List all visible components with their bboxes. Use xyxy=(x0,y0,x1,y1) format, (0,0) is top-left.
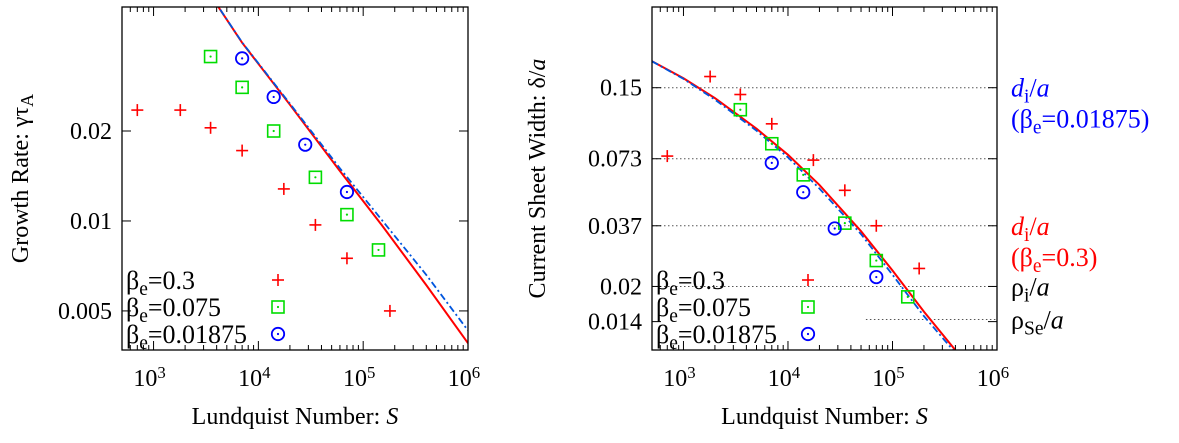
y-tick-label: 0.014 xyxy=(588,310,642,336)
data-point xyxy=(371,243,386,257)
series-1 xyxy=(131,104,396,317)
legend-label-1: βe=0.3 xyxy=(656,266,725,300)
data-point xyxy=(309,218,322,231)
data-point xyxy=(838,184,851,197)
x-axis-label: Lundquist Number: S xyxy=(721,404,928,430)
reference-label-0: di/a xyxy=(1011,74,1050,108)
x-tick-label: 103 xyxy=(663,363,695,392)
legend-label-1: βe=0.3 xyxy=(126,266,195,300)
data-point xyxy=(383,304,396,317)
data-point xyxy=(796,185,811,200)
x-tick-label: 105 xyxy=(343,363,375,392)
data-point xyxy=(733,102,748,117)
data-point xyxy=(827,221,842,236)
series-3 xyxy=(764,155,884,285)
data-point xyxy=(900,290,915,304)
series-2 xyxy=(733,102,915,304)
data-point xyxy=(204,121,217,134)
legend-marker-3 xyxy=(270,326,286,342)
fit-line-dash-dot xyxy=(652,60,955,350)
reference-note-2: (βe=0.3) xyxy=(1011,243,1097,277)
data-point xyxy=(235,80,249,95)
series-3 xyxy=(235,51,355,200)
x-tick-label: 103 xyxy=(133,363,165,392)
y-tick-label: 0.02 xyxy=(600,274,642,300)
reference-label-3: ρi/a xyxy=(1011,272,1050,306)
data-point xyxy=(807,154,820,167)
data-point xyxy=(764,155,779,170)
data-point xyxy=(236,144,249,157)
current-sheet-width-chart: 103 104 105 106 0.014 0.02 0.037 0.073 0.15 βe=0.… xyxy=(525,6,1149,430)
data-point xyxy=(734,88,747,101)
y-tick-label: 0.005 xyxy=(58,299,112,325)
data-point xyxy=(764,136,779,151)
x-tick-label: 106 xyxy=(448,363,480,392)
reference-note-0: (βe=0.01875) xyxy=(1011,105,1149,139)
data-point xyxy=(298,137,313,152)
y-tick-label: 0.15 xyxy=(600,76,642,102)
data-point xyxy=(340,207,354,222)
fit-line-solid xyxy=(217,7,468,344)
legend-label-3: βe=0.01875 xyxy=(126,320,247,354)
data-point xyxy=(277,182,290,195)
data-point xyxy=(131,104,144,117)
x-axis-label: Lundquist Number: S xyxy=(192,404,399,430)
legend-marker-3 xyxy=(800,326,816,342)
data-point xyxy=(266,124,281,138)
data-point xyxy=(203,49,218,64)
legend-marker-1 xyxy=(802,274,814,286)
legend-label-2: βe=0.075 xyxy=(656,293,751,327)
data-point xyxy=(174,104,187,117)
legend-marker-2 xyxy=(271,300,285,314)
fit-line-dash-dot xyxy=(217,7,468,332)
plot-frame xyxy=(651,6,998,351)
data-point xyxy=(308,170,323,185)
x-tick-label: 105 xyxy=(872,363,904,392)
legend-label-3: βe=0.01875 xyxy=(656,320,777,354)
data-point xyxy=(870,219,883,232)
legend-marker-2 xyxy=(801,300,815,314)
data-point xyxy=(339,184,355,200)
x-tick-label: 104 xyxy=(238,363,271,392)
legend-label-2: βe=0.075 xyxy=(126,293,221,327)
reference-label-2: di/a xyxy=(1011,212,1050,246)
data-point xyxy=(913,262,926,275)
y-tick-label: 0.037 xyxy=(588,214,642,240)
data-point xyxy=(869,269,884,285)
data-point xyxy=(869,253,884,268)
y-tick-label: 0.02 xyxy=(70,119,112,145)
data-point xyxy=(765,117,778,130)
plot-frame xyxy=(121,6,469,351)
data-point xyxy=(661,150,674,163)
data-point xyxy=(340,252,353,265)
reference-label-4: ρSe/a xyxy=(1011,306,1064,340)
data-point xyxy=(704,70,717,83)
x-tick-label: 106 xyxy=(977,363,1009,392)
y-tick-label: 0.073 xyxy=(588,147,642,173)
y-axis-label: Current Sheet Width: δ/a xyxy=(525,59,551,299)
growth-rate-chart: 103 104 105 106 0.005 0.01 0.02 βe=0.3βe=0.075β… xyxy=(8,6,480,430)
y-axis-label: Growth Rate: γτA xyxy=(8,94,37,263)
series-2 xyxy=(203,49,386,257)
data-point xyxy=(266,89,281,105)
series-1 xyxy=(661,70,926,275)
legend-marker-1 xyxy=(272,274,284,286)
x-tick-label: 104 xyxy=(768,363,801,392)
data-point xyxy=(235,51,250,66)
y-tick-label: 0.01 xyxy=(70,209,112,235)
data-point xyxy=(796,168,811,182)
